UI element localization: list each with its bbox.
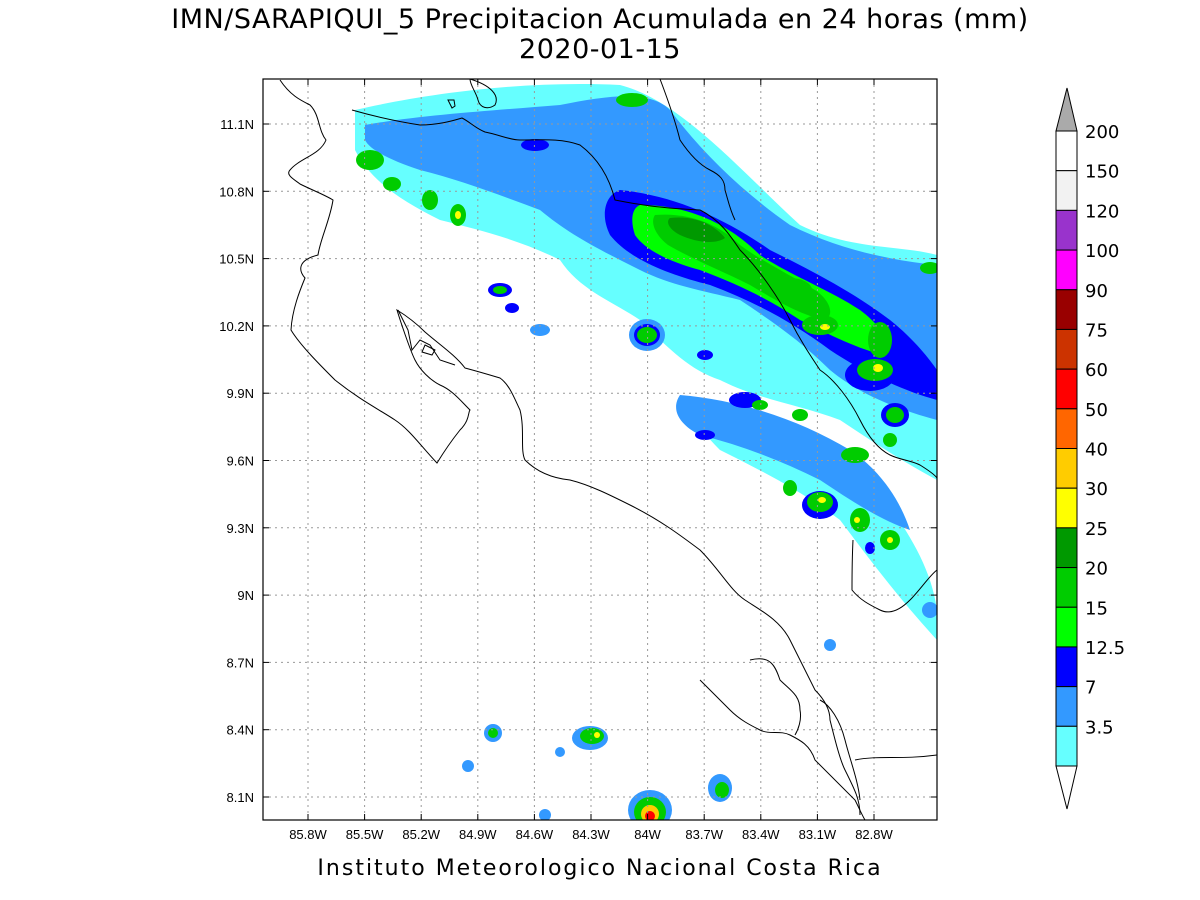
lon-tick-label: 85.2W bbox=[402, 827, 440, 842]
lon-tick-label: 84.3W bbox=[572, 827, 610, 842]
lat-tick-label: 10.8N bbox=[219, 184, 254, 199]
colorbar-label: 20 bbox=[1085, 559, 1108, 580]
colorbar-swatch bbox=[1055, 487, 1078, 529]
colorbar-label: 90 bbox=[1085, 281, 1108, 302]
map-grid bbox=[263, 79, 937, 820]
colorbar-label: 150 bbox=[1085, 162, 1119, 183]
map-axes: 85.8W 85.5W 85.2W 84.9W 84.6W 84.3W 84W 83.7W 83… bbox=[219, 79, 937, 842]
lon-tick-label: 85.8W bbox=[289, 827, 327, 842]
colorbar-label: 3.5 bbox=[1085, 717, 1114, 738]
colorbar-swatch bbox=[1055, 209, 1078, 251]
lon-tick-label: 85.5W bbox=[346, 827, 384, 842]
colorbar-swatch bbox=[1055, 328, 1078, 370]
colorbar-swatch bbox=[1055, 448, 1078, 489]
colorbar-swatch bbox=[1055, 567, 1078, 608]
lat-tick-label: 9.3N bbox=[227, 521, 254, 536]
colorbar-under-arrow bbox=[1055, 765, 1078, 810]
colorbar-label: 7 bbox=[1085, 678, 1096, 699]
lat-tick-label: 9.6N bbox=[227, 454, 254, 469]
colorbar-label: 50 bbox=[1085, 400, 1108, 421]
colorbar-swatch bbox=[1055, 408, 1078, 449]
lon-tick-label: 84W bbox=[634, 827, 661, 842]
colorbar-swatch bbox=[1055, 368, 1078, 410]
colorbar-swatch bbox=[1055, 527, 1078, 569]
colorbar-swatch bbox=[1055, 646, 1078, 688]
lat-tick-label: 8.1N bbox=[227, 790, 254, 805]
lat-tick-label: 8.4N bbox=[227, 723, 254, 738]
colorbar-label: 30 bbox=[1085, 479, 1108, 500]
lat-tick-label: 10.2N bbox=[219, 319, 254, 334]
colorbar-label: 75 bbox=[1085, 320, 1108, 341]
coastline bbox=[279, 79, 937, 820]
colorbar-label: 15 bbox=[1085, 598, 1108, 619]
colorbar-swatch bbox=[1055, 130, 1078, 172]
colorbar-over-arrow bbox=[1055, 87, 1078, 132]
lon-tick-label: 84.6W bbox=[516, 827, 554, 842]
colorbar-swatch bbox=[1055, 725, 1078, 767]
footer-credit: Instituto Meteorologico Nacional Costa R… bbox=[317, 856, 883, 881]
lat-tick-label: 11.1N bbox=[220, 117, 254, 132]
colorbar-label: 60 bbox=[1085, 360, 1108, 381]
colorbar-swatch bbox=[1055, 686, 1078, 727]
lat-tick-label: 9N bbox=[237, 588, 254, 603]
lat-tick-label: 8.7N bbox=[227, 655, 254, 670]
map-frame bbox=[262, 78, 938, 821]
colorbar-swatch bbox=[1055, 249, 1078, 291]
map-title: IMN/SARAPIQUI_5 Precipitacion Acumulada … bbox=[171, 4, 1029, 35]
lon-tick-label: 83.4W bbox=[742, 827, 780, 842]
colorbar-label: 12.5 bbox=[1085, 638, 1125, 659]
colorbar-label: 40 bbox=[1085, 440, 1108, 461]
lon-tick-label: 83.7W bbox=[685, 827, 723, 842]
colorbar-label: 100 bbox=[1085, 241, 1119, 262]
lat-tick-label: 9.9N bbox=[227, 386, 254, 401]
colorbar-label: 200 bbox=[1085, 122, 1119, 143]
colorbar-swatch bbox=[1055, 606, 1078, 648]
colorbar-swatch bbox=[1055, 170, 1078, 211]
colorbar-swatch bbox=[1055, 289, 1078, 330]
lon-tick-label: 82.8W bbox=[855, 827, 893, 842]
lon-tick-label: 83.1W bbox=[799, 827, 837, 842]
map-date: 2020-01-15 bbox=[519, 34, 681, 65]
colorbar: 200 150 120 100 90 75 60 50 40 30 25 20 15 12.5 7 3.5 bbox=[1055, 87, 1125, 810]
lat-tick-label: 10.5N bbox=[219, 252, 254, 267]
colorbar-label: 120 bbox=[1085, 201, 1119, 222]
lon-tick-label: 84.9W bbox=[459, 827, 497, 842]
colorbar-label: 25 bbox=[1085, 519, 1108, 540]
